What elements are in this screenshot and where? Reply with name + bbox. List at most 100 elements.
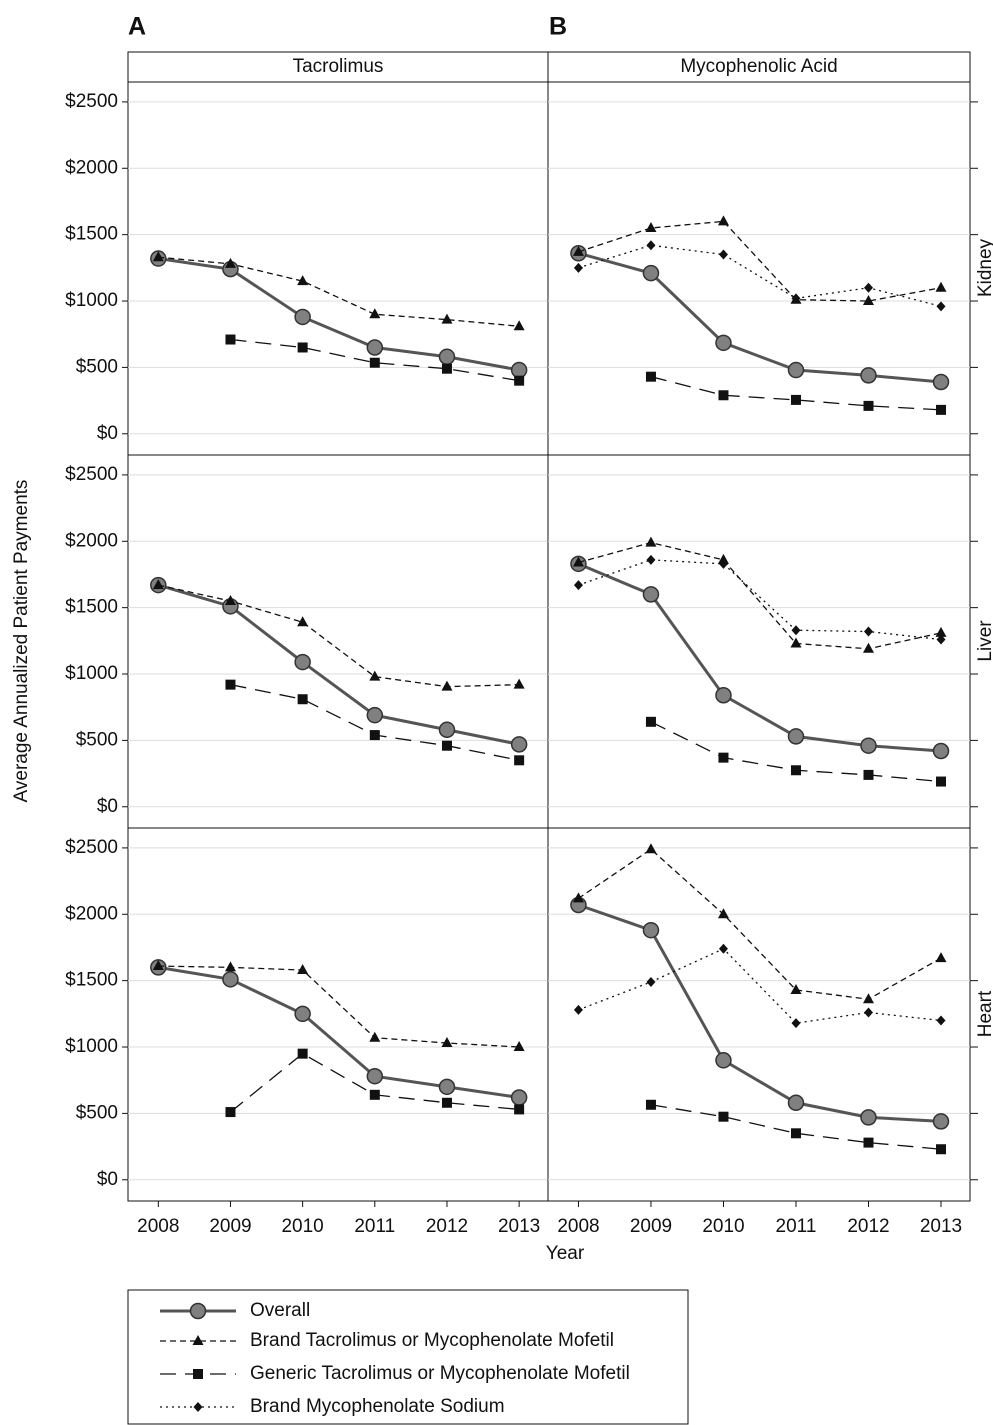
series-line: Brand Mycophenolate Sodium bbox=[578, 559, 942, 641]
panel-frame bbox=[127, 454, 549, 829]
marker bbox=[369, 308, 381, 319]
x-tick-label: 2011 bbox=[776, 1216, 817, 1237]
marker bbox=[366, 706, 384, 724]
marker bbox=[152, 251, 164, 262]
x-tick-label: 2011 bbox=[354, 1216, 395, 1237]
series-line: Brand Tacrolimus or Mycophenolate Mofeti… bbox=[158, 965, 520, 1048]
marker bbox=[932, 1113, 950, 1130]
marker bbox=[787, 1094, 805, 1112]
marker bbox=[718, 558, 728, 569]
marker bbox=[715, 334, 732, 352]
y-tick-label: $2500 bbox=[65, 837, 118, 858]
marker bbox=[222, 971, 239, 988]
row-label: Kidney bbox=[975, 238, 993, 297]
marker bbox=[863, 282, 873, 293]
column-strip bbox=[127, 51, 971, 83]
marker bbox=[369, 357, 380, 368]
marker bbox=[297, 1048, 308, 1059]
marker bbox=[369, 1089, 380, 1100]
marker bbox=[932, 373, 950, 391]
marker bbox=[790, 1128, 801, 1139]
marker bbox=[642, 586, 660, 603]
marker bbox=[192, 1335, 204, 1345]
series-line: Brand Mycophenolate Sodium bbox=[578, 244, 942, 307]
marker bbox=[642, 264, 660, 282]
row-label: Heart bbox=[975, 990, 993, 1037]
marker bbox=[646, 976, 656, 987]
marker bbox=[790, 765, 801, 776]
marker bbox=[297, 275, 309, 286]
series-line: Overall bbox=[157, 583, 520, 746]
x-tick-label: 2012 bbox=[847, 1216, 889, 1237]
marker bbox=[645, 1099, 656, 1110]
marker bbox=[935, 952, 947, 963]
x-tick-label: 2010 bbox=[702, 1216, 744, 1237]
marker bbox=[441, 363, 452, 374]
y-tick-label: $2000 bbox=[65, 157, 118, 178]
panel-frame bbox=[547, 81, 971, 456]
marker bbox=[294, 1005, 311, 1023]
legend-label: Overall bbox=[250, 1300, 310, 1321]
marker bbox=[225, 334, 236, 345]
x-tick-label: 2008 bbox=[137, 1216, 179, 1237]
y-tick-label: $2500 bbox=[65, 464, 118, 485]
marker bbox=[791, 625, 801, 636]
panel-frame bbox=[547, 827, 971, 1202]
marker bbox=[510, 361, 528, 379]
marker bbox=[718, 1111, 729, 1122]
marker bbox=[935, 626, 947, 637]
x-tick-label: 2013 bbox=[920, 1216, 962, 1237]
marker bbox=[862, 642, 874, 653]
series-line: Overall bbox=[158, 965, 520, 1099]
marker bbox=[366, 1067, 384, 1085]
marker bbox=[717, 215, 729, 226]
y-axis-label: Average Annualized Patient Payments bbox=[11, 480, 32, 803]
y-tick-label: $0 bbox=[97, 1169, 118, 1190]
marker bbox=[193, 1369, 203, 1379]
marker bbox=[715, 687, 732, 704]
marker bbox=[224, 961, 236, 972]
x-tick-label: 2010 bbox=[281, 1216, 323, 1237]
marker bbox=[935, 776, 946, 787]
marker bbox=[645, 716, 656, 727]
y-tick-label: $0 bbox=[97, 423, 118, 444]
series-line: Overall bbox=[158, 257, 520, 372]
marker bbox=[189, 1302, 207, 1320]
marker bbox=[438, 348, 456, 366]
marker bbox=[935, 1144, 946, 1155]
marker bbox=[572, 245, 584, 256]
marker bbox=[645, 843, 657, 854]
marker bbox=[718, 249, 728, 260]
marker bbox=[718, 943, 728, 954]
marker bbox=[646, 240, 656, 251]
marker bbox=[225, 679, 236, 690]
marker bbox=[438, 1078, 456, 1096]
marker bbox=[863, 1007, 873, 1018]
marker bbox=[860, 737, 877, 754]
marker bbox=[935, 281, 947, 292]
marker bbox=[513, 1041, 525, 1052]
marker bbox=[152, 579, 164, 590]
marker bbox=[297, 616, 309, 627]
series-line: Brand Tacrolimus or Mycophenolate Mofeti… bbox=[578, 848, 942, 1000]
panel-label: B bbox=[549, 13, 567, 41]
legend-label: Brand Tacrolimus or Mycophenolate Mofeti… bbox=[250, 1330, 614, 1351]
panel-label: A bbox=[128, 13, 146, 41]
marker bbox=[715, 1052, 732, 1069]
marker bbox=[787, 728, 805, 745]
marker bbox=[193, 1402, 203, 1412]
marker bbox=[936, 301, 946, 312]
marker bbox=[932, 742, 950, 760]
marker bbox=[936, 1015, 946, 1026]
marker bbox=[152, 960, 164, 971]
series-line: Brand Tacrolimus or Mycophenolate Mofeti… bbox=[578, 541, 942, 650]
marker bbox=[297, 964, 309, 975]
y-tick-label: $2000 bbox=[65, 530, 118, 551]
marker bbox=[862, 295, 874, 306]
marker bbox=[863, 769, 874, 780]
marker bbox=[369, 730, 380, 741]
marker bbox=[717, 908, 729, 919]
marker bbox=[718, 390, 729, 401]
x-tick-label: 2009 bbox=[630, 1216, 672, 1237]
